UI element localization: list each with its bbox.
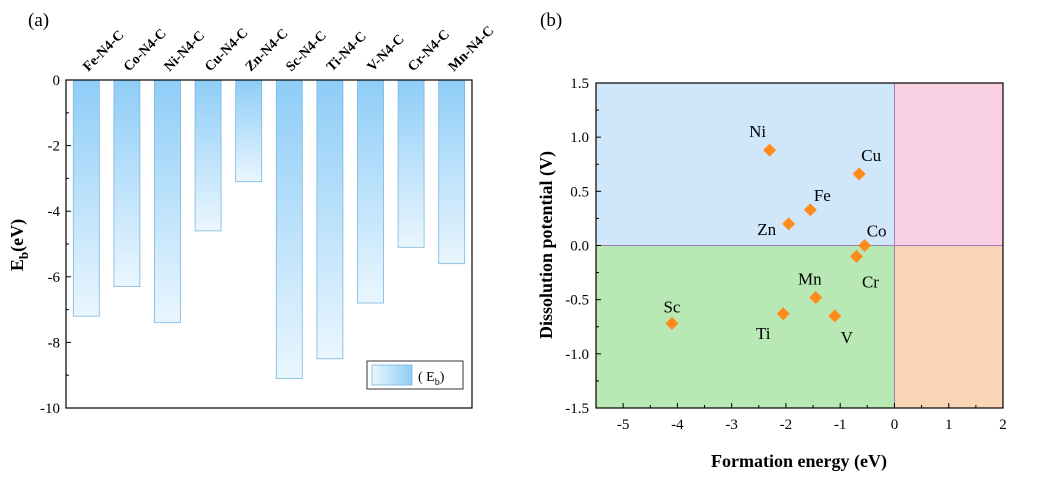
x-tick-label-5: 0 — [891, 417, 899, 433]
point-label-Ti: Ti — [756, 324, 771, 343]
bar-V-N4-C — [357, 79, 384, 304]
category-label-5: Sc-N4-C — [284, 28, 330, 74]
bar-Mn-N4-C — [438, 79, 466, 265]
panel-b-axes: -5 -4 -3 -2 -1 0 1 2 1.5 1.0 0.5 0.0 -0.5 -1.0 -1.5 — [565, 76, 1007, 433]
point-V — [828, 309, 842, 323]
x-tick-label-1: -4 — [671, 417, 684, 433]
legend-swatch — [371, 364, 413, 386]
point-label-V: V — [841, 328, 854, 347]
point-label-Ni: Ni — [749, 122, 766, 141]
category-label-4: Zn-N4-C — [243, 26, 292, 75]
panel-b-quadrants — [596, 83, 1003, 408]
y-tick-label-0: 0 — [53, 73, 61, 89]
x-tick-label-2: -3 — [725, 417, 738, 433]
y-tick-label-2: 0.5 — [570, 184, 589, 200]
quadrant-bottom-left — [596, 245, 895, 408]
quadrant-top-right — [894, 83, 1003, 246]
panel-a-bar-chart: (a) ( Eb) 0-2-4-6-8-10 Fe-N4-CCo-N4-CNi-… — [7, 10, 497, 417]
panel-b-points: Ni Cu Fe Zn Co Cr Mn Sc Ti V — [663, 122, 886, 347]
point-Co — [858, 239, 872, 252]
point-Sc — [665, 317, 679, 330]
legend-text: ( Eb) — [418, 370, 445, 388]
bar-Sc-N4-C — [275, 79, 303, 379]
y-tick-label-5: -1.0 — [565, 347, 589, 363]
x-tick-label-6: 1 — [945, 417, 953, 433]
y-tick-label-0: 1.5 — [570, 76, 589, 92]
point-label-Fe: Fe — [814, 186, 831, 205]
y-title-main: E — [7, 259, 27, 271]
bar-Ni-N4-C — [154, 79, 181, 324]
quadrant-bottom-right — [894, 245, 1003, 408]
panel-a-y-title: Eb(eV) — [7, 219, 31, 271]
legend-text-sub: b — [435, 377, 440, 388]
point-Zn — [782, 217, 796, 231]
category-label-3: Cu-N4-C — [202, 26, 251, 75]
panel-b-label: (b) — [540, 10, 562, 31]
x-tick-label-3: -2 — [780, 417, 793, 433]
y-tick-label-3: -6 — [48, 270, 61, 286]
point-label-Zn: Zn — [757, 220, 776, 239]
y-tick-label-3: 0.0 — [570, 239, 589, 255]
y-title-sub: b — [16, 252, 31, 259]
bar-Cu-N4-C — [194, 79, 222, 232]
panel-a-label: (a) — [28, 10, 49, 31]
x-tick-label-7: 2 — [999, 417, 1007, 433]
category-label-8: Cr-N4-C — [405, 27, 453, 75]
x-tick-label-4: -1 — [834, 417, 847, 433]
y-tick-label-6: -1.5 — [565, 401, 589, 417]
y-title-tail: (eV) — [7, 219, 28, 252]
category-label-7: V-N4-C — [365, 32, 408, 75]
y-tick-label-2: -4 — [48, 204, 61, 220]
panel-a-bars — [72, 79, 466, 379]
point-label-Cr: Cr — [862, 272, 879, 291]
category-label-6: Ti-N4-C — [324, 29, 370, 75]
point-Cr — [849, 249, 863, 263]
category-label-9: Mn-N4-C — [446, 24, 497, 75]
y-tick-label-4: -8 — [48, 335, 61, 351]
bar-Fe-N4-C — [72, 79, 100, 317]
point-Cu — [852, 167, 866, 181]
category-label-0: Fe-N4-C — [81, 28, 128, 75]
category-label-2: Ni-N4-C — [162, 28, 208, 74]
y-tick-label-1: -2 — [48, 139, 61, 155]
point-Fe — [803, 203, 817, 217]
panel-a-category-labels: Fe-N4-CCo-N4-CNi-N4-CCu-N4-CZn-N4-CSc-N4… — [81, 24, 498, 75]
quadrant-top-left — [596, 83, 895, 246]
panel-b-scatter-chart: (b) Ni Cu Fe Zn Co Cr Mn Sc Ti V -5 -4 -3 -2 -1 0 1 2 1.5… — [536, 10, 1007, 472]
bar-Ti-N4-C — [316, 79, 344, 360]
point-Ni — [763, 143, 777, 157]
bar-Co-N4-C — [113, 79, 141, 288]
point-Ti — [776, 307, 790, 321]
panel-a-legend: ( Eb) — [366, 360, 464, 390]
panel-b-y-title: Dissolution potential (V) — [536, 151, 557, 339]
point-Mn — [809, 291, 823, 304]
y-tick-label-5: -10 — [40, 401, 60, 417]
panel-a-y-axis: 0 -2 -4 -6 -8 -10 — [40, 73, 71, 417]
point-label-Mn: Mn — [798, 270, 822, 289]
legend-text-open: ( E — [418, 370, 435, 385]
bar-Zn-N4-C — [235, 79, 263, 183]
x-tick-label-0: -5 — [617, 417, 630, 433]
point-label-Co: Co — [867, 222, 887, 241]
legend-text-close: ) — [440, 370, 445, 385]
panel-b-x-title: Formation energy (eV) — [711, 451, 887, 472]
bar-Cr-N4-C — [397, 79, 425, 248]
y-tick-label-4: -0.5 — [565, 293, 589, 309]
category-label-1: Co-N4-C — [121, 26, 170, 75]
y-tick-label-1: 1.0 — [570, 130, 589, 146]
point-label-Sc: Sc — [663, 298, 680, 317]
point-label-Cu: Cu — [861, 146, 881, 165]
